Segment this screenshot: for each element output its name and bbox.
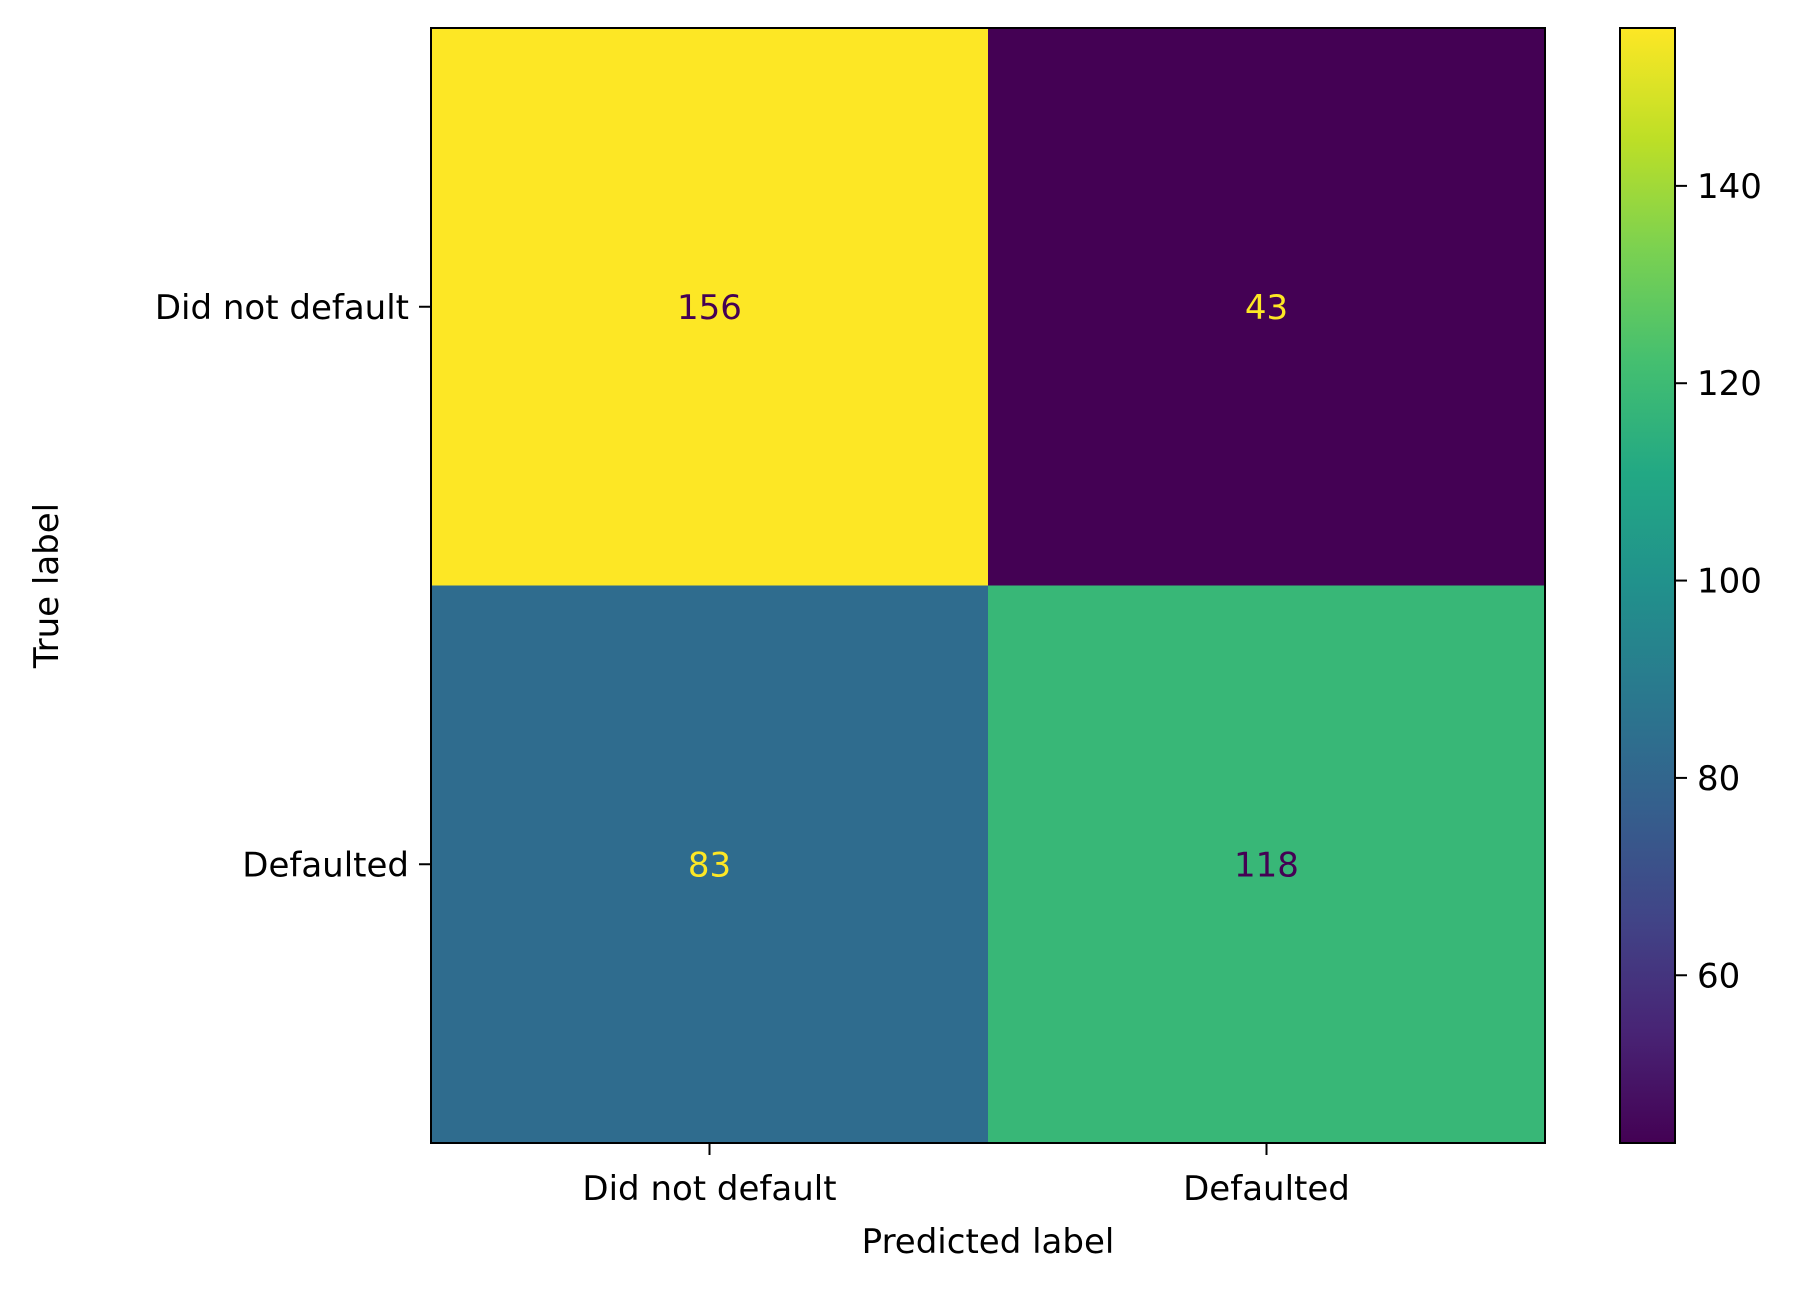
y-axis-ticks: Did not default Defaulted <box>155 288 431 885</box>
colorbar-tick-label: 60 <box>1697 956 1740 996</box>
x-tick-label: Defaulted <box>1183 1169 1350 1209</box>
colorbar-frame <box>1619 27 1676 1144</box>
colorbar-tick-label: 140 <box>1697 167 1762 207</box>
y-axis-label: True label <box>27 503 67 669</box>
cell-value-label: 156 <box>677 288 742 328</box>
y-tick-label: Defaulted <box>242 845 409 885</box>
plot-frame <box>430 27 1546 1144</box>
cell-value-labels: 156 43 83 118 <box>677 288 1299 886</box>
heatmap-cells <box>431 28 1546 1144</box>
colorbar-ticks: 60 80 100 120 140 <box>1675 167 1762 996</box>
colorbar-tick-label: 120 <box>1697 364 1762 404</box>
colorbar <box>1620 28 1675 1143</box>
cell-value-label: 83 <box>688 845 731 885</box>
colorbar-tick-label: 80 <box>1697 759 1740 799</box>
x-axis-label: Predicted label <box>862 1222 1115 1262</box>
heatmap-cell <box>988 585 1546 1144</box>
heatmap-cell <box>988 28 1546 586</box>
cell-value-label: 43 <box>1245 288 1288 328</box>
y-tick-label: Did not default <box>155 288 409 328</box>
colorbar-tick-label: 100 <box>1697 562 1762 602</box>
heatmap-cell <box>431 585 989 1144</box>
x-axis-ticks: Did not default Defaulted <box>582 1143 1350 1209</box>
cell-value-label: 118 <box>1234 845 1299 885</box>
x-tick-label: Did not default <box>582 1169 836 1209</box>
heatmap-cell <box>431 28 989 586</box>
